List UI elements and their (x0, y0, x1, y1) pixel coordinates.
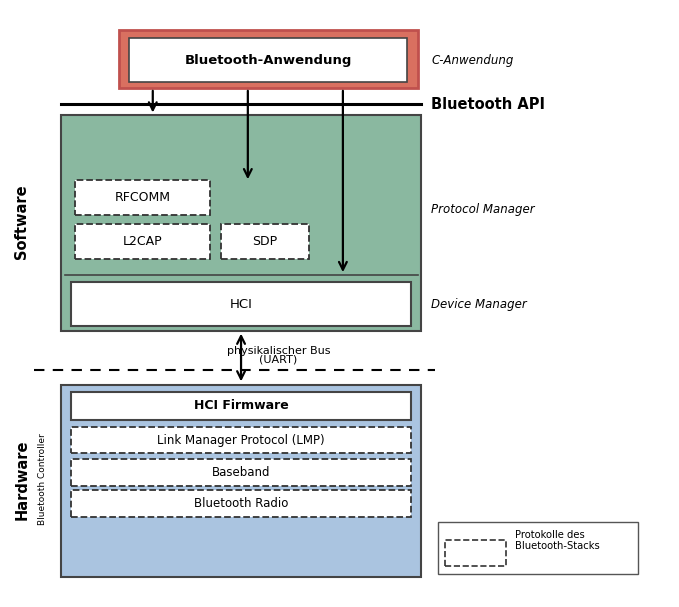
Bar (71, 282, 411, 326)
Text: physikalischer Bus: physikalischer Bus (227, 346, 330, 356)
Bar (438, 522, 638, 574)
Text: Protokolle des: Protokolle des (515, 531, 585, 540)
Text: C-Anwendung: C-Anwendung (431, 53, 513, 67)
Text: Device Manager: Device Manager (431, 297, 527, 311)
Bar (71, 427, 411, 453)
Bar (129, 38, 407, 82)
Text: HCI: HCI (230, 297, 253, 311)
Text: SDP: SDP (252, 235, 278, 248)
Bar (71, 392, 411, 420)
Bar (61, 385, 421, 577)
Text: Software: Software (14, 185, 29, 259)
Text: HCI Firmware: HCI Firmware (194, 399, 289, 412)
Text: RFCOMM: RFCOMM (115, 191, 170, 205)
Text: Bluetooth Controller: Bluetooth Controller (38, 433, 48, 526)
Text: Hardware: Hardware (14, 439, 29, 520)
Bar (445, 540, 506, 566)
Bar (75, 224, 210, 259)
Text: Protocol Manager: Protocol Manager (431, 203, 535, 216)
Text: Link Manager Protocol (LMP): Link Manager Protocol (LMP) (158, 433, 325, 447)
Text: Baseband: Baseband (212, 466, 270, 479)
Text: Bluetooth API: Bluetooth API (431, 97, 545, 112)
Bar (221, 224, 309, 259)
Text: Bluetooth-Stacks: Bluetooth-Stacks (515, 541, 600, 551)
Text: L2CAP: L2CAP (123, 235, 162, 248)
Bar (71, 490, 411, 517)
Bar (119, 30, 418, 88)
Text: Bluetooth-Anwendung: Bluetooth-Anwendung (185, 53, 352, 67)
Bar (75, 180, 210, 215)
Text: (UART): (UART) (259, 355, 297, 365)
Text: Bluetooth Radio: Bluetooth Radio (194, 497, 288, 510)
Bar (61, 115, 421, 331)
Bar (71, 459, 411, 486)
